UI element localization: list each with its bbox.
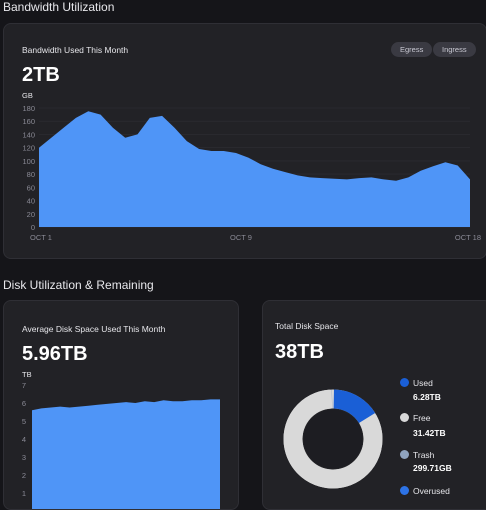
legend-used-value: 6.28TB bbox=[413, 392, 441, 402]
legend-trash-dot bbox=[400, 450, 409, 459]
disk-y-tick-label: 4 bbox=[22, 435, 26, 444]
legend-overused-dot bbox=[400, 486, 409, 495]
bw-y-tick-label: 60 bbox=[27, 183, 35, 192]
disk-area-series bbox=[32, 399, 220, 510]
legend-free-value: 31.42TB bbox=[413, 428, 446, 438]
disk-y-tick-label: 7 bbox=[22, 381, 26, 390]
bw-x-tick-label: OCT 18 bbox=[455, 233, 481, 242]
total-disk-label: Total Disk Space bbox=[275, 321, 338, 331]
bandwidth-chart: 0 20 40 60 80 100 120 140 160 180 OCT 1 OCT 9 OCT 18 bbox=[4, 24, 486, 259]
legend-trash-value: 299.71GB bbox=[413, 463, 452, 473]
bw-y-tick-label: 0 bbox=[31, 223, 35, 232]
bw-x-tick-label: OCT 1 bbox=[30, 233, 52, 242]
disk-y-tick-label: 5 bbox=[22, 417, 26, 426]
bw-y-tick-label: 80 bbox=[27, 170, 35, 179]
disk-y-tick-label: 2 bbox=[22, 471, 26, 480]
bw-y-tick-label: 160 bbox=[22, 117, 35, 126]
legend-free-label: Free bbox=[413, 413, 430, 423]
total-disk-value: 38TB bbox=[275, 341, 324, 364]
disk-donut-chart bbox=[273, 379, 393, 509]
legend-trash-label: Trash bbox=[413, 450, 434, 460]
bandwidth-section-title: Bandwidth Utilization bbox=[3, 0, 114, 14]
disk-section-title: Disk Utilization & Remaining bbox=[3, 278, 154, 292]
bw-y-tick-label: 140 bbox=[22, 130, 35, 139]
donut-hole bbox=[304, 410, 363, 469]
disk-y-tick-label: 3 bbox=[22, 453, 26, 462]
bw-y-tick-label: 100 bbox=[22, 157, 35, 166]
bandwidth-card: Bandwidth Used This Month Egress Ingress… bbox=[3, 23, 486, 259]
legend-free-dot bbox=[400, 413, 409, 422]
bw-y-tick-label: 120 bbox=[22, 144, 35, 153]
disk-chart: 1 2 3 4 5 6 7 bbox=[4, 301, 239, 510]
legend-used-label: Used bbox=[413, 378, 433, 388]
bw-y-tick-label: 20 bbox=[27, 210, 35, 219]
bw-y-tick-label: 40 bbox=[27, 197, 35, 206]
legend-used-dot bbox=[400, 378, 409, 387]
disk-card: Average Disk Space Used This Month 5.96T… bbox=[3, 300, 239, 510]
disk-y-tick-label: 1 bbox=[22, 489, 26, 498]
bw-area-series bbox=[39, 111, 470, 227]
legend-overused-label: Overused bbox=[413, 486, 450, 496]
disk-y-tick-label: 6 bbox=[22, 399, 26, 408]
bw-x-tick-label: OCT 9 bbox=[230, 233, 252, 242]
bw-y-tick-label: 180 bbox=[22, 104, 35, 113]
total-disk-card: Total Disk Space 38TB Used 6.28TB Free 3… bbox=[262, 300, 486, 510]
